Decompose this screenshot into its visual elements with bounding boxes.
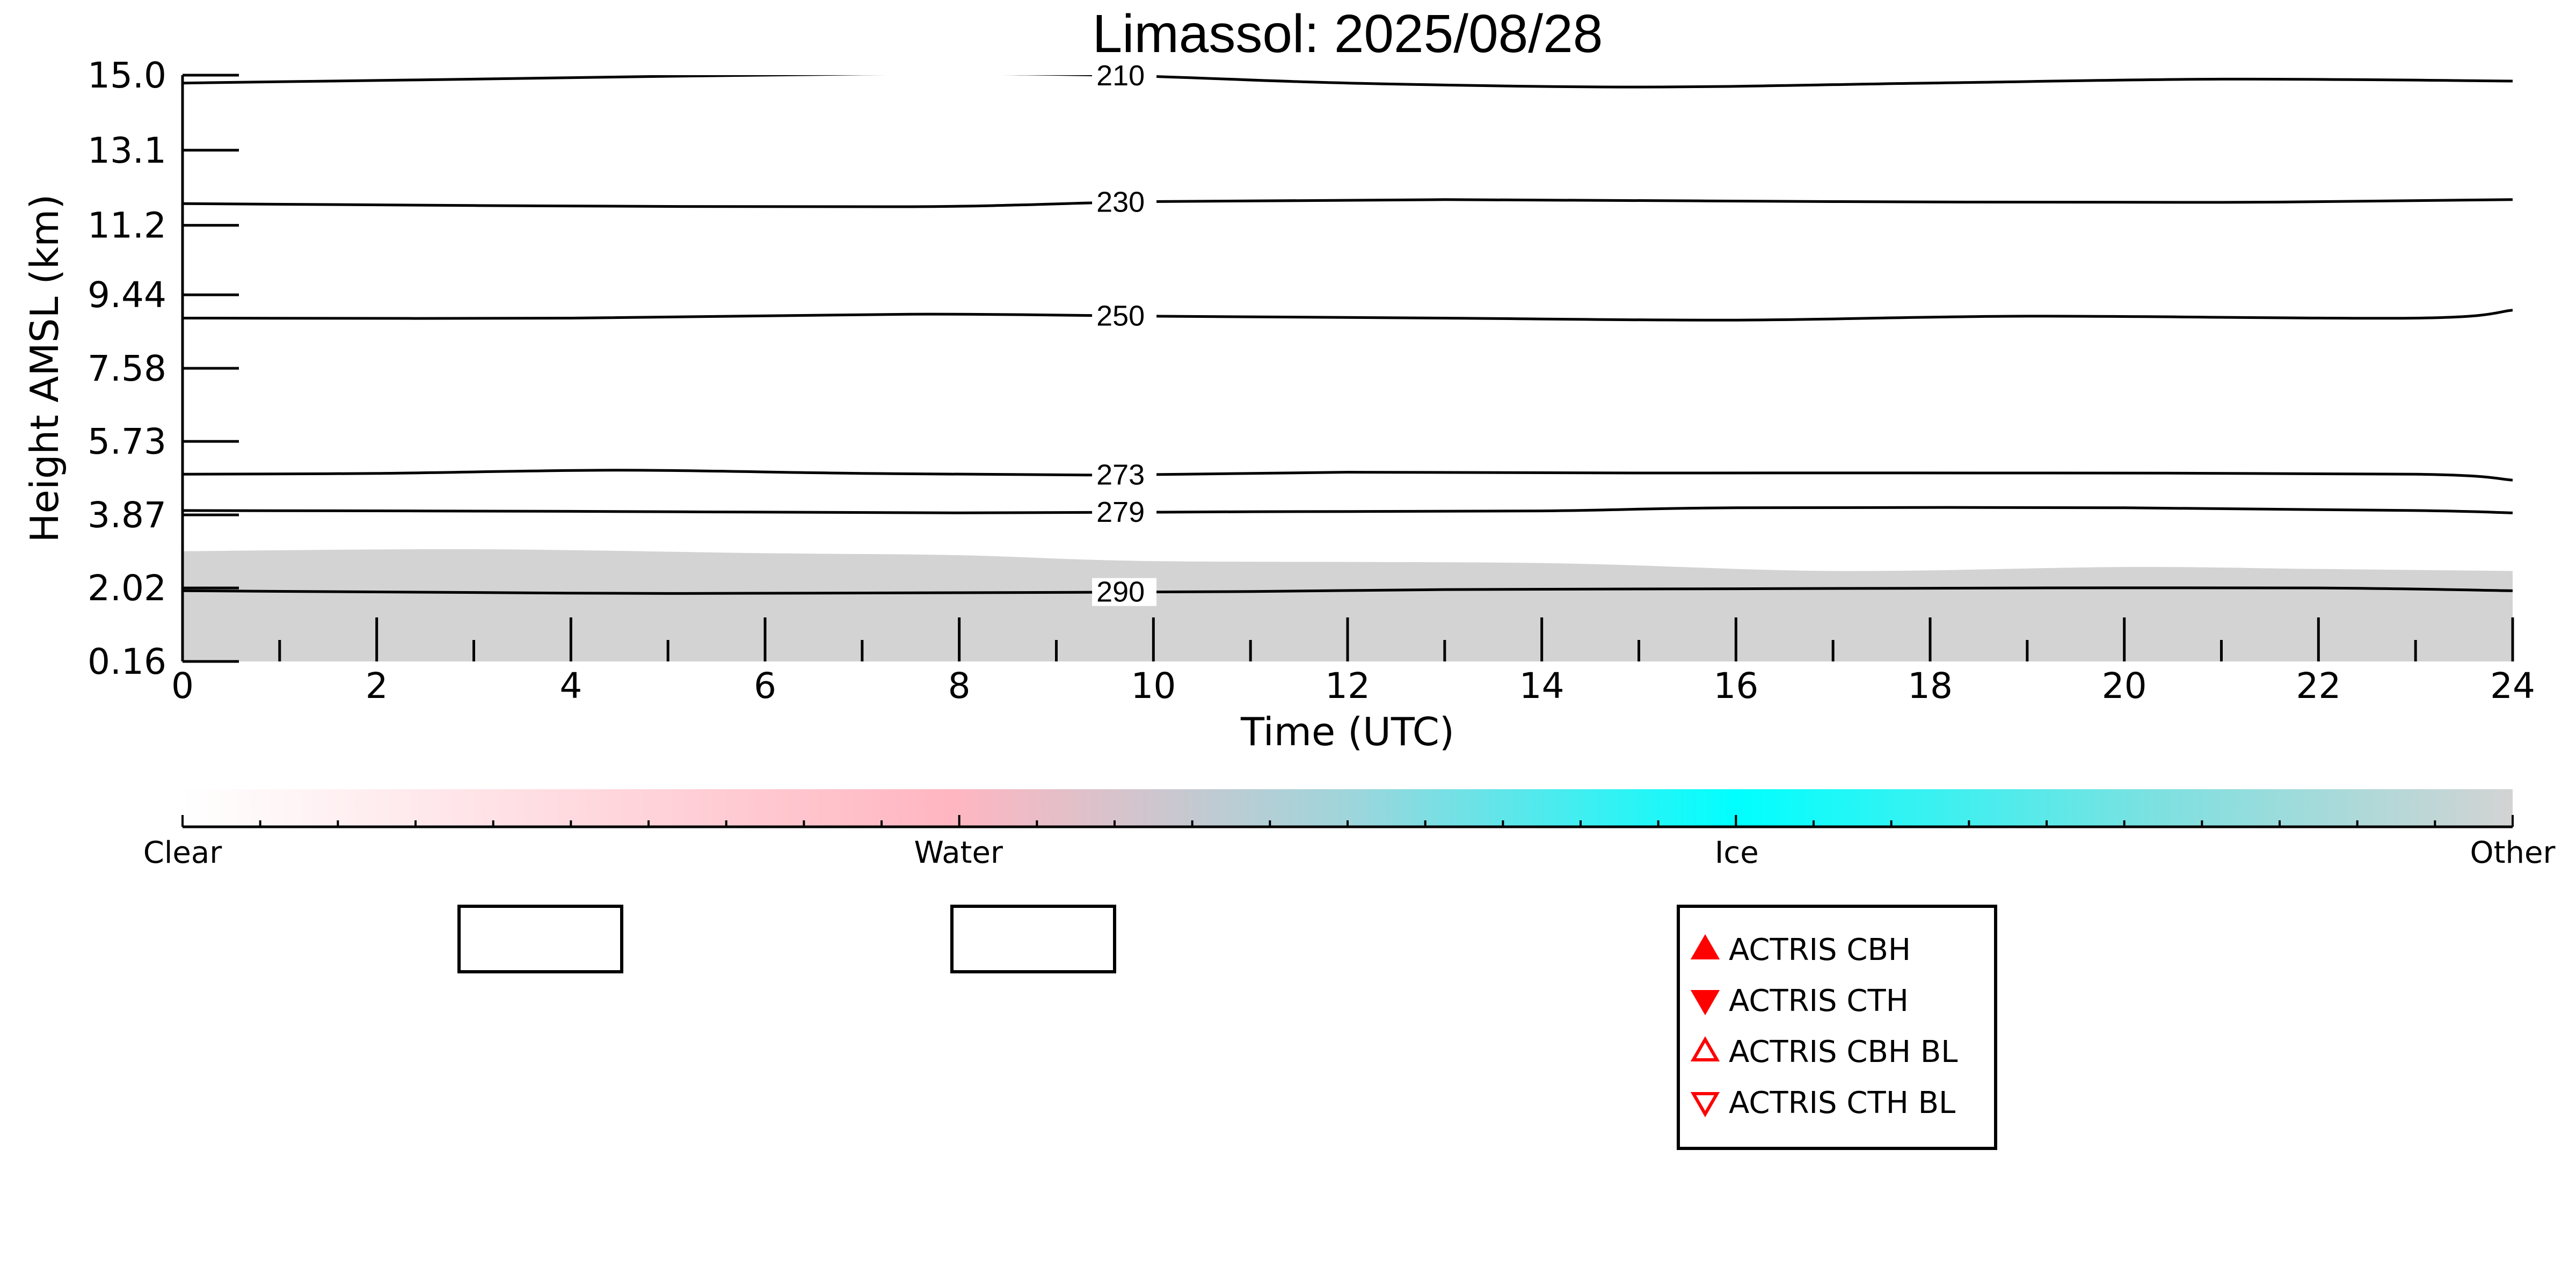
chart-title: Limassol: 2025/08/28 <box>1093 4 1603 64</box>
colorbar-label-clear: Clear <box>143 835 222 870</box>
colorbar-ticks <box>181 815 2514 827</box>
x-axis-label: Time (UTC) <box>1240 709 1454 754</box>
contour-lines <box>183 75 2513 595</box>
contour-label-210: 210 <box>1096 60 1145 92</box>
y-tick-label: 7.58 <box>88 348 166 389</box>
y-tick-label: 11.2 <box>88 205 166 246</box>
legend-marker-triangle-up-filled <box>1690 934 1720 959</box>
contour-label-290: 290 <box>1096 576 1145 608</box>
legend-label: ACTRIS CBH <box>1729 933 1911 967</box>
x-tick-label: 20 <box>2102 665 2147 707</box>
legend-marker-triangle-down-filled <box>1690 990 1720 1015</box>
contour-label-bg <box>1092 302 1157 330</box>
x-tick-label: 2 <box>366 665 388 707</box>
x-tick-label: 16 <box>1713 665 1758 707</box>
colorbar-label-water: Water <box>914 835 1003 870</box>
contour-label-bg <box>1092 188 1157 216</box>
legend-label: ACTRIS CTH <box>1729 984 1909 1018</box>
x-tick-label: 22 <box>2296 665 2341 707</box>
contour-label-bg <box>1092 461 1157 489</box>
x-tick-label: 14 <box>1519 665 1564 707</box>
contour-line-290 <box>183 586 2513 595</box>
contour-line-273 <box>183 469 2513 482</box>
empty-legend-box-1 <box>457 905 623 973</box>
contour-label-bg <box>1092 498 1157 527</box>
x-tick-label: 18 <box>1908 665 1953 707</box>
x-tick-label: 8 <box>948 665 971 707</box>
y-tick-label: 0.16 <box>88 641 166 682</box>
legend-label: ACTRIS CBH BL <box>1729 1035 1958 1069</box>
contour-line-279 <box>183 506 2513 514</box>
x-tick-label: 10 <box>1131 665 1176 707</box>
legend-label: ACTRIS CTH BL <box>1729 1086 1955 1120</box>
contour-label-bg <box>1092 62 1157 90</box>
contour-label-279: 279 <box>1096 496 1145 528</box>
y-tick-label: 5.73 <box>88 421 166 462</box>
x-tick-label: 12 <box>1325 665 1370 707</box>
legend-marker-triangle-up-open <box>1690 1036 1720 1061</box>
y-tick-label: 3.87 <box>88 494 166 536</box>
legend-marker-triangle-down-open <box>1690 1092 1720 1117</box>
x-tick-label: 4 <box>559 665 582 707</box>
y-tick-label: 13.1 <box>88 130 166 171</box>
contour-line-210 <box>183 75 2513 89</box>
colorbar-label-other: Other <box>2470 835 2556 870</box>
contour-label-273: 273 <box>1096 459 1145 491</box>
y-tick-label: 9.44 <box>88 274 166 316</box>
colorbar-label-ice: Ice <box>1715 835 1759 870</box>
x-tick-label: 24 <box>2490 665 2535 707</box>
x-tick-label: 6 <box>754 665 776 707</box>
y-tick-label: 15.0 <box>88 55 166 96</box>
contour-label-250: 250 <box>1096 300 1145 332</box>
colorbar-labels: Clear Water Ice Other <box>143 835 2556 870</box>
contour-label-bg <box>1092 578 1157 606</box>
contour-label-230: 230 <box>1096 186 1145 219</box>
y-axis-label: Height AMSL (km) <box>22 194 67 543</box>
y-axis-ticks: 15.0 13.1 11.2 9.44 7.58 5.73 3.87 2.02 0.16 <box>88 55 239 682</box>
legend: ACTRIS CBH ACTRIS CTH ACTRIS CBH BL ACTRIS … <box>1677 905 1997 1150</box>
contour-line-230 <box>183 198 2513 208</box>
x-axis-ticks: 0 2 4 6 8 10 12 14 16 18 20 22 24 <box>171 617 2535 707</box>
legend-box <box>1677 905 1997 1150</box>
y-tick-label: 2.02 <box>88 567 166 609</box>
x-tick-label: 0 <box>171 665 194 707</box>
colorbar: Clear Water Ice Other <box>143 789 2556 870</box>
contour-line-250 <box>183 309 2513 322</box>
legend-entries: ACTRIS CBH ACTRIS CTH ACTRIS CBH BL ACTRIS … <box>1690 933 1958 1120</box>
contour-labels: 210 230 250 273 279 290 <box>1092 60 1157 608</box>
empty-legend-box-2 <box>950 905 1116 973</box>
